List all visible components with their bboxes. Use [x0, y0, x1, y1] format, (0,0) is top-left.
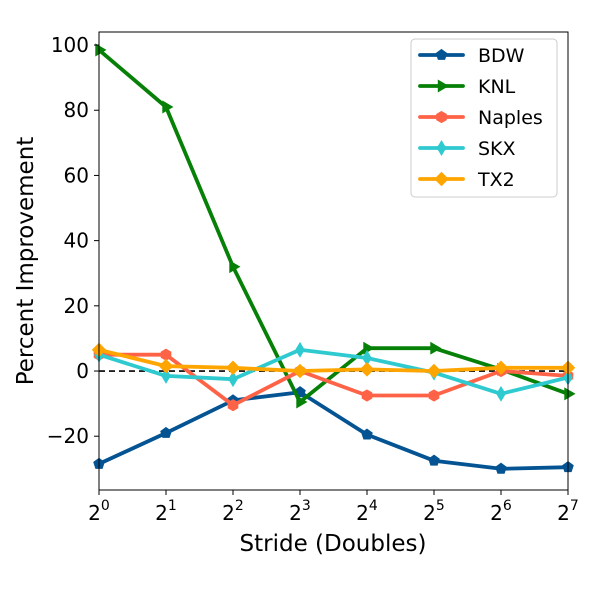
legend-label-naples: Naples [478, 107, 543, 129]
legend-marker-knl [437, 79, 450, 93]
legend-label-bdw: BDW [478, 45, 525, 67]
data-point-knl [162, 100, 174, 114]
data-point-naples [160, 348, 172, 361]
x-tick-label: 22 [222, 498, 244, 525]
data-point-bdw [361, 428, 373, 440]
data-point-tx2 [493, 360, 509, 375]
x-tick-label: 21 [155, 498, 177, 525]
data-point-skx [161, 367, 171, 384]
series-line-naples [97, 352, 570, 408]
x-tick-label: 27 [557, 498, 579, 525]
x-tick-label: 23 [289, 498, 311, 525]
data-point-tx2 [292, 363, 308, 379]
data-point-tx2 [225, 360, 241, 375]
data-point-bdw [495, 462, 507, 474]
data-point-skx [295, 341, 305, 358]
legend-label-tx2: TX2 [477, 169, 515, 191]
legend-marker-naples [436, 110, 447, 124]
legend-item-bdw: BDW [418, 45, 525, 67]
data-point-knl [95, 43, 107, 57]
x-tick-label: 20 [88, 498, 110, 525]
data-point-naples [428, 389, 440, 402]
legend-item-naples: Naples [418, 107, 543, 129]
y-axis-label: Percent Improvement [13, 137, 39, 386]
data-point-tx2 [359, 362, 375, 377]
data-point-knl [296, 395, 308, 409]
data-point-skx [496, 385, 506, 402]
y-tick-label: 80 [64, 98, 89, 122]
data-point-skx [228, 371, 238, 388]
x-tick-label: 24 [356, 498, 378, 525]
y-tick-label: 20 [64, 294, 89, 318]
legend-label-skx: SKX [478, 138, 516, 160]
series-line-bdw [97, 390, 570, 471]
series-line-skx [97, 347, 570, 396]
legend-marker-skx [436, 140, 447, 156]
series-tx2 [91, 342, 576, 379]
legend-marker-tx2 [434, 171, 449, 187]
series-line-knl [97, 48, 570, 404]
x-axis-label: Stride (Doubles) [240, 531, 427, 557]
data-point-knl [564, 387, 576, 401]
data-point-tx2 [426, 363, 442, 379]
series-line-tx2 [97, 347, 570, 373]
series-bdw [93, 386, 574, 474]
x-tick-label: 26 [490, 498, 512, 525]
data-point-knl [430, 341, 442, 355]
data-point-bdw [428, 454, 440, 466]
legend-marker-bdw [435, 48, 448, 60]
plot-area [98, 31, 569, 491]
legend-item-skx: SKX [418, 138, 516, 160]
legend-label-knl: KNL [478, 76, 516, 98]
y-tick-label: 0 [76, 359, 89, 383]
y-tick-label: 100 [51, 33, 89, 57]
data-point-naples [361, 389, 373, 402]
legend-item-tx2: TX2 [418, 169, 515, 191]
legend-item-knl: KNL [418, 76, 516, 98]
x-tick-label: 25 [423, 498, 445, 525]
data-point-tx2 [158, 358, 174, 374]
data-point-knl [363, 341, 375, 355]
legend-box [410, 38, 558, 198]
y-tick-label: 40 [64, 229, 89, 253]
y-tick-label: −20 [47, 424, 89, 448]
data-point-knl [229, 260, 241, 274]
legend: BDW KNL Naples SKX TX2 [410, 38, 558, 198]
data-point-bdw [160, 426, 172, 438]
data-point-naples [227, 399, 239, 412]
y-tick-label: 60 [64, 163, 89, 187]
